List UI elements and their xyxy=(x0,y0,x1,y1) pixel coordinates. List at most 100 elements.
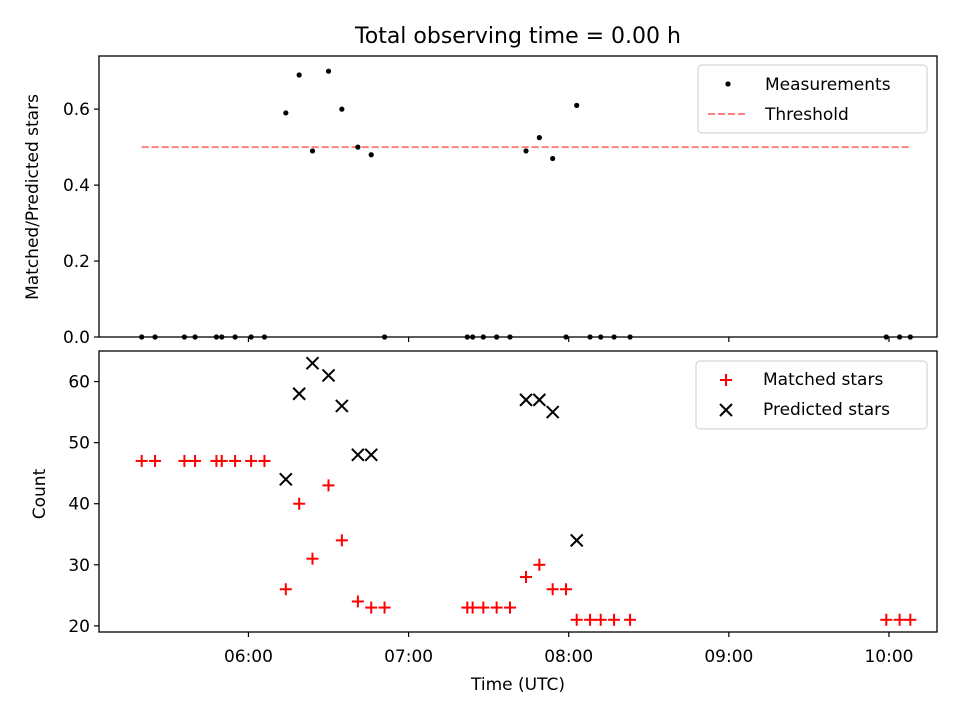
legend-matched-marker xyxy=(720,374,732,386)
matched-star-point xyxy=(322,479,335,492)
predicted-star-point xyxy=(292,387,306,401)
matched-star-point xyxy=(503,601,516,614)
measurement-point xyxy=(507,334,513,340)
bottom-x-tick-label: 07:00 xyxy=(384,647,433,667)
matched-star-point xyxy=(149,454,162,467)
matched-star-point xyxy=(584,613,597,626)
matched-star-point xyxy=(306,552,319,565)
measurement-point xyxy=(219,334,225,340)
measurement-point xyxy=(368,152,374,158)
measurement-point xyxy=(598,334,604,340)
predicted-star-point xyxy=(570,533,584,548)
measurement-point xyxy=(470,334,476,340)
bottom-y-tick-label: 60 xyxy=(68,373,90,393)
matched-star-point xyxy=(880,613,893,626)
matched-star-point xyxy=(293,497,306,510)
legend-predicted-marker xyxy=(719,403,733,417)
top-panel: 0.0 0.2 0.4 0.6 Matched/Predicted stars Mea… xyxy=(23,55,938,348)
top-y-tick-label: 0.0 xyxy=(63,328,90,348)
matched-star-point xyxy=(178,454,191,467)
measurement-point xyxy=(192,334,198,340)
measurement-point xyxy=(550,155,556,162)
predicted-star-point xyxy=(545,405,560,419)
legend-matched-label: Matched stars xyxy=(763,370,883,390)
matched-star-point xyxy=(893,613,906,626)
matched-star-point xyxy=(335,534,348,547)
bottom-x-tick-label: 09:00 xyxy=(704,647,753,667)
bottom-x-tick-label: 08:00 xyxy=(544,647,593,667)
measurement-point xyxy=(464,334,470,340)
measurement-point xyxy=(574,102,580,108)
matched-star-point xyxy=(477,601,490,614)
matched-star-point xyxy=(594,613,607,626)
matched-star-point xyxy=(520,571,533,584)
measurement-point xyxy=(181,334,188,340)
top-legend: Measurements Threshold xyxy=(697,64,928,134)
top-legend-frame xyxy=(697,64,928,134)
measurement-point xyxy=(232,334,238,340)
matched-star-point xyxy=(546,583,559,596)
top-y-tick-label: 0.4 xyxy=(63,176,90,196)
bottom-panel-x-axis: 06:00 07:00 08:00 09:00 10:00 xyxy=(224,632,913,667)
measurement-point xyxy=(563,334,569,340)
top-y-tick-label: 0.2 xyxy=(63,252,90,272)
predicted-star-point xyxy=(519,393,533,407)
top-panel-y-label: Matched/Predicted stars xyxy=(23,94,43,300)
measurement-point xyxy=(283,110,289,116)
measurement-point xyxy=(213,334,220,340)
bottom-legend-frame xyxy=(695,360,928,430)
matched-star-point xyxy=(466,601,479,614)
measurement-point xyxy=(627,334,633,340)
measurement-point xyxy=(523,148,529,154)
bottom-y-tick-label: 30 xyxy=(68,556,90,576)
top-panel-frame xyxy=(98,55,938,338)
matched-star-point xyxy=(215,454,228,467)
measurement-point xyxy=(536,135,542,141)
matched-star-point xyxy=(189,454,202,467)
predicted-star-point xyxy=(305,356,320,370)
matched-star-point xyxy=(279,583,292,596)
predicted-star-point xyxy=(364,448,378,462)
predicted-star-point xyxy=(321,368,336,383)
matched-star-point xyxy=(365,601,378,614)
measurement-point xyxy=(381,334,388,340)
predicted-star-point xyxy=(532,393,547,407)
matched-star-point xyxy=(245,454,258,467)
legend-measurements-marker xyxy=(725,81,731,87)
matched-star-point xyxy=(351,595,364,608)
legend-measurements-label: Measurements xyxy=(765,75,891,95)
matched-star-point xyxy=(378,601,391,614)
top-y-tick-label: 0.6 xyxy=(63,100,90,120)
bottom-legend: Matched stars Predicted stars xyxy=(695,360,928,430)
predicted-star-point xyxy=(279,472,293,486)
matched-star-point xyxy=(608,613,621,626)
measurement-point xyxy=(139,334,145,340)
matched-star-point xyxy=(135,454,148,467)
measurement-point xyxy=(296,72,302,78)
bottom-panel-marks xyxy=(135,356,917,626)
bottom-panel-frame xyxy=(98,350,938,633)
measurement-point xyxy=(587,334,593,340)
predicted-star-point xyxy=(351,448,365,462)
x-axis-label: Time (UTC) xyxy=(470,675,565,695)
matched-star-point xyxy=(560,583,573,596)
bottom-panel: 20 30 40 50 60 06:00 07:00 08:00 09:00 10:00 Cou… xyxy=(30,350,938,667)
predicted-star-point xyxy=(335,399,349,413)
legend-threshold-label: Threshold xyxy=(764,105,849,125)
measurement-point xyxy=(339,106,345,112)
figure-title: Total observing time = 0.00 h xyxy=(354,24,681,49)
matched-star-point xyxy=(624,613,637,626)
matched-star-point xyxy=(904,613,917,626)
bottom-x-tick-label: 06:00 xyxy=(224,647,273,667)
bottom-y-tick-label: 20 xyxy=(68,617,90,637)
top-panel-x-ticks xyxy=(247,337,890,342)
bottom-x-tick-label: 10:00 xyxy=(864,647,913,667)
measurement-point xyxy=(494,334,500,340)
matched-star-point xyxy=(229,454,242,467)
measurement-point xyxy=(325,68,332,74)
legend-predicted-label: Predicted stars xyxy=(763,400,890,420)
matched-star-point xyxy=(258,454,271,467)
measurement-point xyxy=(152,334,158,340)
bottom-panel-y-axis: 20 30 40 50 60 xyxy=(68,373,99,637)
